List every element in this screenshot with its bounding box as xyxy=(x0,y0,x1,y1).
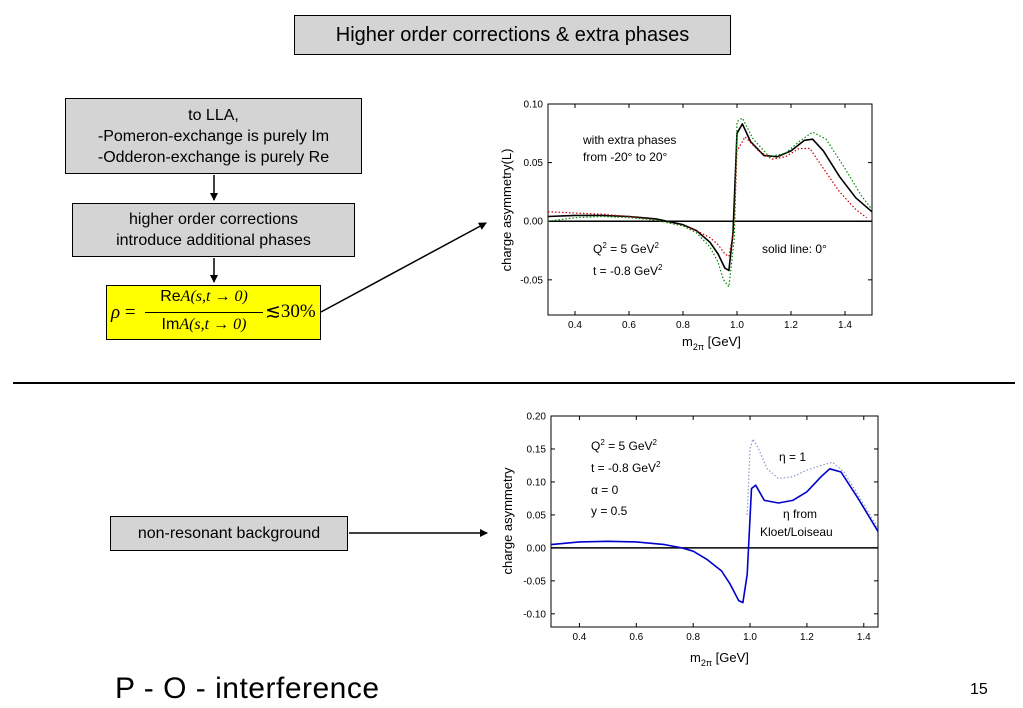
x-tick-label: 1.2 xyxy=(784,320,798,331)
hoc-line: introduce additional phases xyxy=(116,232,311,249)
annotation-solid-line: solid line: 0° xyxy=(762,242,827,256)
background-label: non-resonant background xyxy=(137,525,321,542)
percent-value: 30% xyxy=(280,301,316,322)
x-tick-label: 1.4 xyxy=(857,632,871,643)
x-tick-label: 0.4 xyxy=(568,320,582,331)
x-tick-label: 1.0 xyxy=(743,632,757,643)
series-line-1 xyxy=(746,438,879,529)
y-tick-label: 0.10 xyxy=(527,477,547,488)
lla-box: to LLA, -Pomeron-exchange is purely Im -… xyxy=(65,98,362,174)
arrow-to-chart xyxy=(320,222,487,313)
x-axis-label: m2π [GeV] xyxy=(690,650,749,668)
y-tick-label: -0.10 xyxy=(523,609,546,620)
y-tick-label: -0.05 xyxy=(520,275,543,286)
annotation-t: t = -0.8 GeV2 xyxy=(591,460,661,475)
y-axis-label: charge asymmetry(L) xyxy=(499,149,514,272)
y-tick-label: 0.05 xyxy=(524,158,544,169)
annotation-t: t = -0.8 GeV2 xyxy=(593,263,663,278)
numerator-a: A(s,t → 0) xyxy=(180,288,248,305)
y-tick-label: 0.00 xyxy=(527,543,547,554)
y-tick-label: 0.05 xyxy=(527,510,547,521)
x-tick-label: 0.8 xyxy=(676,320,690,331)
annotation-y: y = 0.5 xyxy=(591,504,628,518)
lla-line: -Odderon-exchange is purely Re xyxy=(97,149,330,166)
x-tick-label: 0.4 xyxy=(572,632,586,643)
x-tick-label: 0.6 xyxy=(629,632,643,643)
y-tick-label: 0.00 xyxy=(524,217,544,228)
slide-title-box: Higher order corrections & extra phases xyxy=(294,15,731,55)
series-line-0 xyxy=(550,467,879,604)
section-divider xyxy=(13,382,1015,384)
x-tick-label: 0.6 xyxy=(622,320,636,331)
equals-sign: = xyxy=(124,302,136,323)
x-tick-label: 1.0 xyxy=(730,320,744,331)
x-axis-label: m2π [GeV] xyxy=(682,334,741,352)
plot-frame xyxy=(550,415,879,628)
background-box: non-resonant background xyxy=(110,516,348,551)
slide-number: 15 xyxy=(970,681,988,698)
lla-line: to LLA, xyxy=(188,107,239,124)
y-axis-label: charge asymmetry xyxy=(500,467,515,574)
hoc-line: higher order corrections xyxy=(129,211,298,228)
denominator-im: Im xyxy=(161,316,180,333)
x-tick-label: 1.4 xyxy=(838,320,852,331)
chart-upper: 0.4 0.6 0.8 1.0 1.2 1.4 -0.05 0.00 0.05 0.10 char… xyxy=(499,100,873,352)
annotation-alpha: α = 0 xyxy=(591,483,619,497)
denominator-a: A(s,t → 0) xyxy=(179,316,247,333)
series-line-2 xyxy=(547,117,873,288)
x-tick-label: 0.8 xyxy=(686,632,700,643)
annotation-q2: Q2 = 5 GeV2 xyxy=(593,241,660,256)
annotation-kloet-loiseau: Kloet/Loiseau xyxy=(760,525,833,539)
lla-line: -Pomeron-exchange is purely Im xyxy=(97,128,330,145)
y-tick-label: 0.20 xyxy=(527,412,547,423)
y-tick-label: -0.05 xyxy=(523,576,546,587)
y-tick-label: 0.15 xyxy=(527,444,547,455)
rho-symbol: ρ xyxy=(111,302,121,323)
slide-heading: Higher order corrections & extra phases xyxy=(335,24,690,46)
fraction-bar xyxy=(145,312,263,313)
annotation-q2: Q2 = 5 GeV2 xyxy=(591,438,658,453)
x-tick-label: 1.2 xyxy=(800,632,814,643)
annotation-phases-2: from -20° to 20° xyxy=(583,150,668,164)
annotation-eta-1: η = 1 xyxy=(779,450,806,464)
rho-formula-box: ρ = ReA(s,t → 0) ImA(s,t → 0) ≲30% xyxy=(106,285,321,340)
y-tick-label: 0.10 xyxy=(524,100,544,111)
approx-leq: ≲ xyxy=(265,301,281,322)
annotation-eta-from: η from xyxy=(783,507,817,521)
numerator-re: Re xyxy=(160,288,181,305)
annotation-phases-1: with extra phases xyxy=(582,133,676,147)
higher-order-box: higher order corrections introduce addit… xyxy=(72,203,355,257)
chart-lower: 0.4 0.6 0.8 1.0 1.2 1.4 -0.10 -0.05 0.00 0.05 0.10… xyxy=(500,412,879,668)
slide-footer-title: P - O - interference xyxy=(115,672,380,705)
